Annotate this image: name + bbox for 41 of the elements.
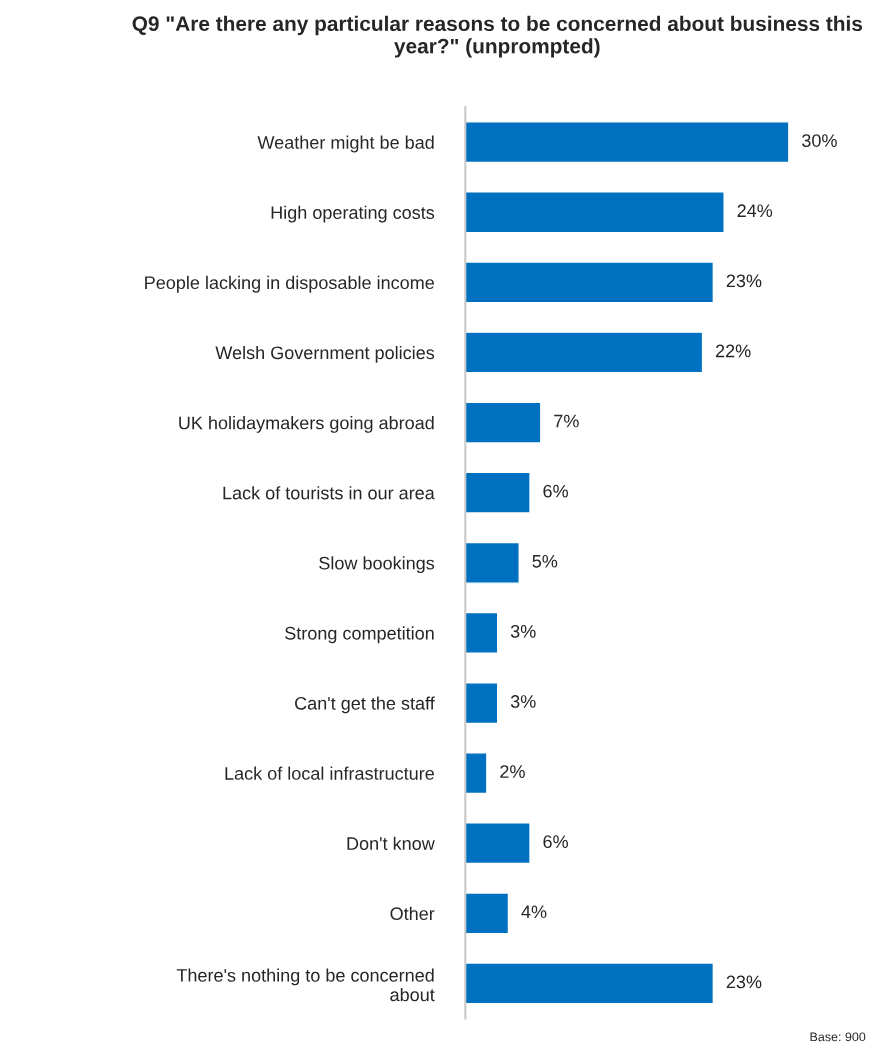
y-tick-label: Lack of local infrastructure [225,766,434,780]
data-label: 24% [737,204,773,218]
data-label: 23% [726,975,762,989]
y-tick-label: Other [390,906,435,921]
bar [465,261,715,304]
bar [465,962,715,1005]
y-tick-label: Don't know [347,836,435,850]
y-tick-label: Weather might be bad [257,135,434,153]
bar [465,752,488,795]
y-tick-label: Can't get the staff [295,696,435,714]
y-tick-label: Slow bookings [319,556,435,574]
data-label: 2% [500,765,525,778]
data-label: 6% [543,835,568,849]
bar [465,541,520,584]
bar [465,681,499,725]
bar [465,401,542,444]
y-tick-label: UK holidaymakers going abroad [179,416,434,433]
y-tick-label: Lack of tourists in our area [223,486,435,500]
y-tick-label: High operating costs [271,205,435,223]
data-label: 5% [532,554,558,568]
data-label: 30% [802,134,837,147]
data-label: 22% [715,344,751,358]
bar [465,892,510,935]
data-label: 3% [510,695,536,708]
data-label: 4% [521,905,547,919]
bar [465,331,704,374]
chart-title: Q9 "Are there any particular reasons to be concerned about business this year?" (unprompted) [132,15,863,58]
data-label: 6% [543,484,568,498]
data-label: 7% [554,414,579,428]
y-tick-label: Welsh Government policies [215,345,435,363]
bar [465,471,531,514]
data-label: 3% [510,624,536,638]
text: Base: 900 [810,1032,866,1042]
bar [465,611,499,654]
y-tick-label: There's nothing to be concerned about [176,968,435,1002]
y-tick-label: People lacking in disposable income [145,275,434,293]
bar [465,191,725,234]
y-tick-label: Strong competition [285,626,434,644]
bar [465,822,531,865]
bar [465,121,790,164]
data-label: 23% [726,274,762,288]
